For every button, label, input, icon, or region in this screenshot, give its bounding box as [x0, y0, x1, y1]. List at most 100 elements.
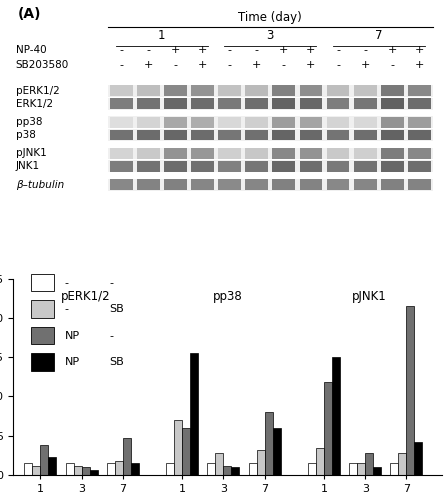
- Bar: [354, 180, 376, 190]
- Bar: [164, 86, 187, 96]
- Bar: [326, 180, 350, 190]
- Text: +: +: [144, 60, 153, 70]
- Text: +: +: [198, 60, 207, 70]
- Text: -: -: [390, 60, 394, 70]
- Bar: [245, 148, 268, 159]
- Bar: [300, 98, 322, 109]
- Bar: [107, 129, 433, 141]
- Text: -: -: [173, 60, 178, 70]
- Bar: [164, 161, 187, 172]
- Text: +: +: [415, 60, 424, 70]
- Bar: [191, 98, 214, 109]
- Text: ERK1/2: ERK1/2: [16, 99, 53, 109]
- Bar: [381, 117, 404, 128]
- FancyBboxPatch shape: [30, 300, 54, 318]
- Bar: [256, 450, 264, 475]
- Text: pERK1/2: pERK1/2: [16, 86, 59, 96]
- Bar: [245, 130, 268, 140]
- Bar: [137, 161, 160, 172]
- Text: -: -: [255, 46, 259, 56]
- Text: -: -: [336, 46, 340, 56]
- Text: 7: 7: [375, 29, 383, 42]
- Bar: [326, 98, 350, 109]
- Text: -: -: [282, 60, 286, 70]
- Bar: [107, 148, 433, 160]
- Bar: [300, 130, 322, 140]
- FancyBboxPatch shape: [30, 354, 54, 371]
- Bar: [408, 130, 431, 140]
- Text: -: -: [119, 60, 123, 70]
- Text: -: -: [336, 60, 340, 70]
- Text: pp38: pp38: [16, 117, 42, 127]
- Bar: [332, 357, 340, 475]
- Text: 1: 1: [158, 29, 165, 42]
- Bar: [414, 442, 422, 475]
- Bar: [406, 306, 414, 475]
- Bar: [110, 117, 132, 128]
- Bar: [137, 86, 160, 96]
- Bar: [107, 160, 433, 172]
- Bar: [107, 179, 433, 190]
- Bar: [131, 463, 139, 475]
- Bar: [381, 86, 404, 96]
- Bar: [74, 466, 82, 475]
- Text: Time (day): Time (day): [239, 12, 302, 24]
- Text: +: +: [415, 46, 424, 56]
- Text: pp38: pp38: [213, 290, 242, 304]
- Bar: [166, 463, 174, 475]
- Bar: [354, 130, 376, 140]
- Bar: [326, 148, 350, 159]
- Text: pJNK1: pJNK1: [16, 148, 46, 158]
- Bar: [354, 86, 376, 96]
- Bar: [354, 117, 376, 128]
- Bar: [190, 354, 198, 475]
- Text: +: +: [252, 60, 261, 70]
- Bar: [110, 161, 132, 172]
- Text: SB: SB: [110, 304, 124, 314]
- Text: -: -: [110, 278, 114, 287]
- Text: pERK1/2: pERK1/2: [61, 290, 111, 304]
- Bar: [308, 463, 316, 475]
- Text: +: +: [171, 46, 180, 56]
- Bar: [326, 117, 350, 128]
- Bar: [191, 130, 214, 140]
- Bar: [326, 86, 350, 96]
- Bar: [82, 467, 90, 475]
- Text: SB: SB: [110, 357, 124, 367]
- Bar: [408, 86, 431, 96]
- Bar: [66, 463, 74, 475]
- Text: NP: NP: [65, 357, 80, 367]
- Bar: [365, 453, 373, 475]
- Text: 3: 3: [267, 29, 274, 42]
- Bar: [398, 453, 406, 475]
- Bar: [316, 448, 324, 475]
- Text: +: +: [388, 46, 397, 56]
- Bar: [381, 180, 404, 190]
- Bar: [191, 148, 214, 159]
- Bar: [191, 117, 214, 128]
- Bar: [354, 148, 376, 159]
- Bar: [137, 98, 160, 109]
- Bar: [245, 117, 268, 128]
- Bar: [373, 467, 381, 475]
- Bar: [218, 130, 241, 140]
- Text: SB203580: SB203580: [16, 60, 69, 70]
- Bar: [357, 463, 365, 475]
- Bar: [90, 470, 98, 475]
- Bar: [115, 461, 123, 475]
- Text: -: -: [227, 60, 231, 70]
- Bar: [273, 428, 281, 475]
- Bar: [390, 463, 398, 475]
- Bar: [408, 98, 431, 109]
- Bar: [164, 117, 187, 128]
- Bar: [273, 148, 295, 159]
- Bar: [381, 148, 404, 159]
- Bar: [110, 130, 132, 140]
- Text: +: +: [198, 46, 207, 56]
- Bar: [273, 161, 295, 172]
- Bar: [33, 466, 41, 475]
- Bar: [273, 98, 295, 109]
- Text: +: +: [306, 60, 316, 70]
- Text: -: -: [119, 46, 123, 56]
- Bar: [381, 130, 404, 140]
